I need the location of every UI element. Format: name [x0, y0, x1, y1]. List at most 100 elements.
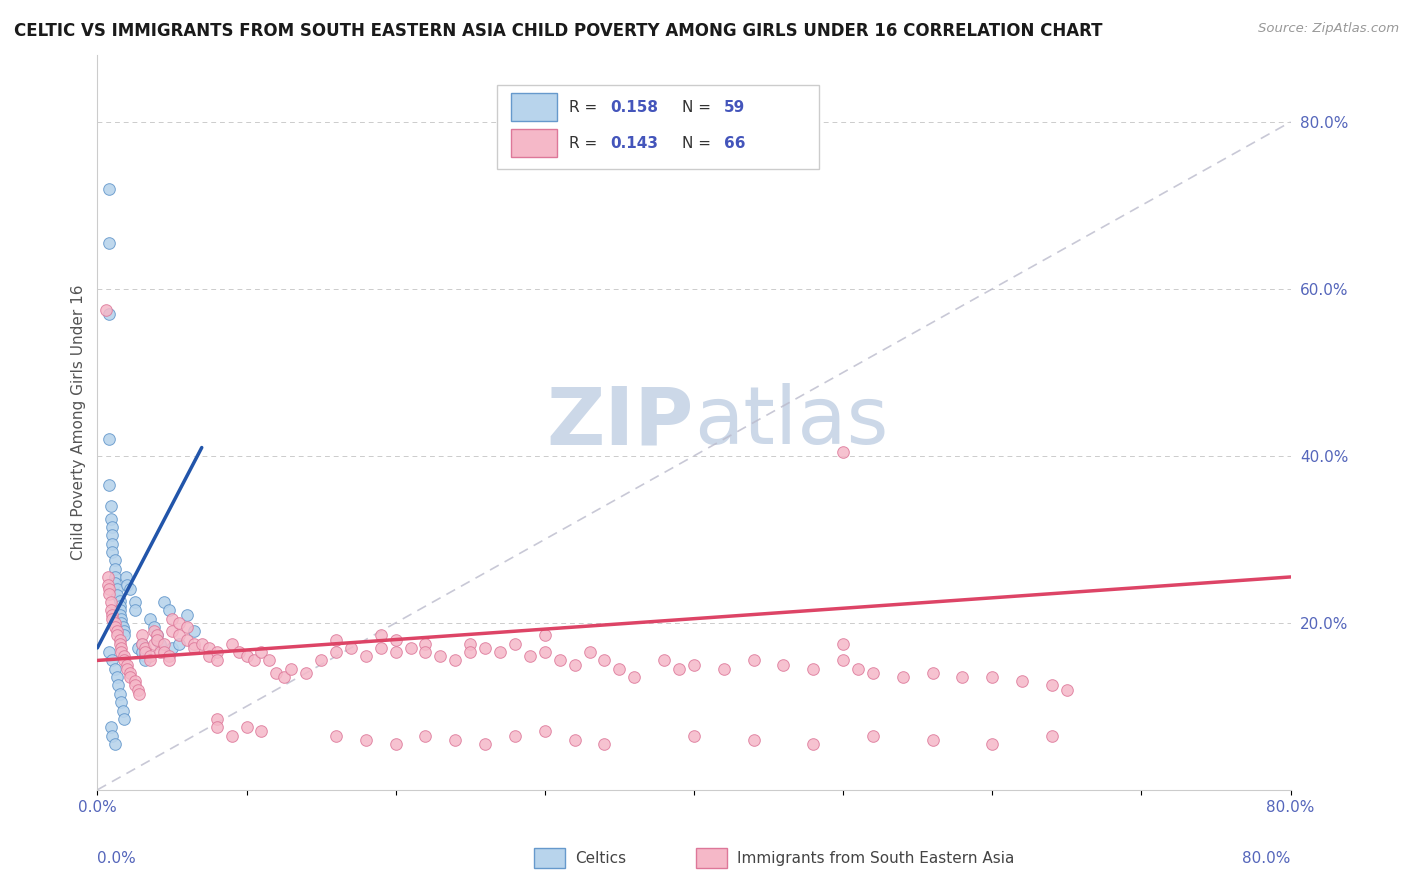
- FancyBboxPatch shape: [512, 129, 557, 157]
- Point: [384, 632, 406, 647]
- Point: [120, 670, 142, 684]
- Point: [108, 594, 131, 608]
- Point: [100, 595, 122, 609]
- Point: [146, 632, 169, 647]
- Point: [104, 553, 127, 567]
- Point: [415, 645, 437, 659]
- Point: [124, 603, 146, 617]
- Point: [623, 670, 645, 684]
- Point: [340, 640, 363, 655]
- Point: [110, 645, 132, 659]
- Point: [169, 637, 191, 651]
- Point: [742, 653, 765, 667]
- Text: atlas: atlas: [695, 384, 889, 461]
- FancyBboxPatch shape: [498, 85, 820, 169]
- Point: [370, 628, 392, 642]
- Point: [176, 632, 198, 647]
- Point: [273, 670, 295, 684]
- Point: [325, 632, 347, 647]
- Point: [98, 582, 121, 597]
- Point: [832, 653, 855, 667]
- Point: [149, 645, 172, 659]
- Point: [108, 632, 131, 647]
- Text: CELTIC VS IMMIGRANTS FROM SOUTH EASTERN ASIA CHILD POVERTY AMONG GIRLS UNDER 16 : CELTIC VS IMMIGRANTS FROM SOUTH EASTERN …: [14, 22, 1102, 40]
- Point: [108, 637, 131, 651]
- Point: [183, 640, 205, 655]
- Point: [160, 624, 183, 639]
- Point: [832, 637, 855, 651]
- Point: [134, 645, 156, 659]
- Point: [108, 687, 131, 701]
- Point: [97, 570, 120, 584]
- Point: [101, 729, 124, 743]
- Point: [415, 637, 437, 651]
- Point: [713, 662, 735, 676]
- Point: [98, 587, 121, 601]
- Point: [295, 665, 318, 680]
- Point: [832, 444, 855, 458]
- Point: [801, 737, 824, 751]
- Point: [112, 624, 135, 639]
- Point: [325, 729, 347, 743]
- Point: [110, 640, 132, 655]
- Point: [169, 628, 191, 642]
- Point: [157, 603, 180, 617]
- Point: [309, 653, 332, 667]
- Point: [183, 624, 205, 639]
- Point: [533, 645, 555, 659]
- Point: [108, 603, 131, 617]
- Point: [415, 729, 437, 743]
- Point: [104, 615, 127, 630]
- Point: [153, 637, 176, 651]
- Point: [114, 570, 136, 584]
- Point: [548, 653, 571, 667]
- Point: [98, 307, 121, 321]
- Point: [243, 653, 266, 667]
- Point: [108, 599, 131, 614]
- Point: [384, 737, 406, 751]
- Text: Source: ZipAtlas.com: Source: ZipAtlas.com: [1258, 22, 1399, 36]
- Point: [533, 724, 555, 739]
- Point: [149, 637, 172, 651]
- Point: [1040, 678, 1063, 692]
- Point: [160, 612, 183, 626]
- Text: R =: R =: [568, 100, 602, 115]
- Point: [138, 653, 160, 667]
- Point: [115, 657, 138, 672]
- Point: [564, 657, 586, 672]
- Point: [474, 640, 496, 655]
- Point: [131, 628, 153, 642]
- Point: [489, 645, 512, 659]
- Point: [190, 637, 212, 651]
- Point: [98, 645, 121, 659]
- Point: [384, 645, 406, 659]
- Point: [458, 645, 481, 659]
- Point: [399, 640, 422, 655]
- Point: [205, 653, 228, 667]
- Point: [104, 570, 127, 584]
- Point: [101, 612, 124, 626]
- Point: [519, 649, 541, 664]
- Point: [98, 478, 121, 492]
- Point: [205, 645, 228, 659]
- Text: Immigrants from South Eastern Asia: Immigrants from South Eastern Asia: [737, 851, 1014, 865]
- Point: [444, 653, 467, 667]
- Point: [205, 712, 228, 726]
- Point: [160, 640, 183, 655]
- Point: [131, 637, 153, 651]
- Point: [104, 737, 127, 751]
- Point: [105, 670, 128, 684]
- Point: [112, 653, 135, 667]
- Point: [98, 235, 121, 250]
- Point: [533, 628, 555, 642]
- Point: [111, 620, 134, 634]
- Point: [846, 662, 869, 676]
- Point: [370, 640, 392, 655]
- Point: [354, 732, 377, 747]
- Point: [115, 662, 138, 676]
- Point: [131, 637, 153, 651]
- Point: [221, 637, 243, 651]
- Point: [120, 665, 142, 680]
- Point: [101, 536, 124, 550]
- Point: [593, 737, 616, 751]
